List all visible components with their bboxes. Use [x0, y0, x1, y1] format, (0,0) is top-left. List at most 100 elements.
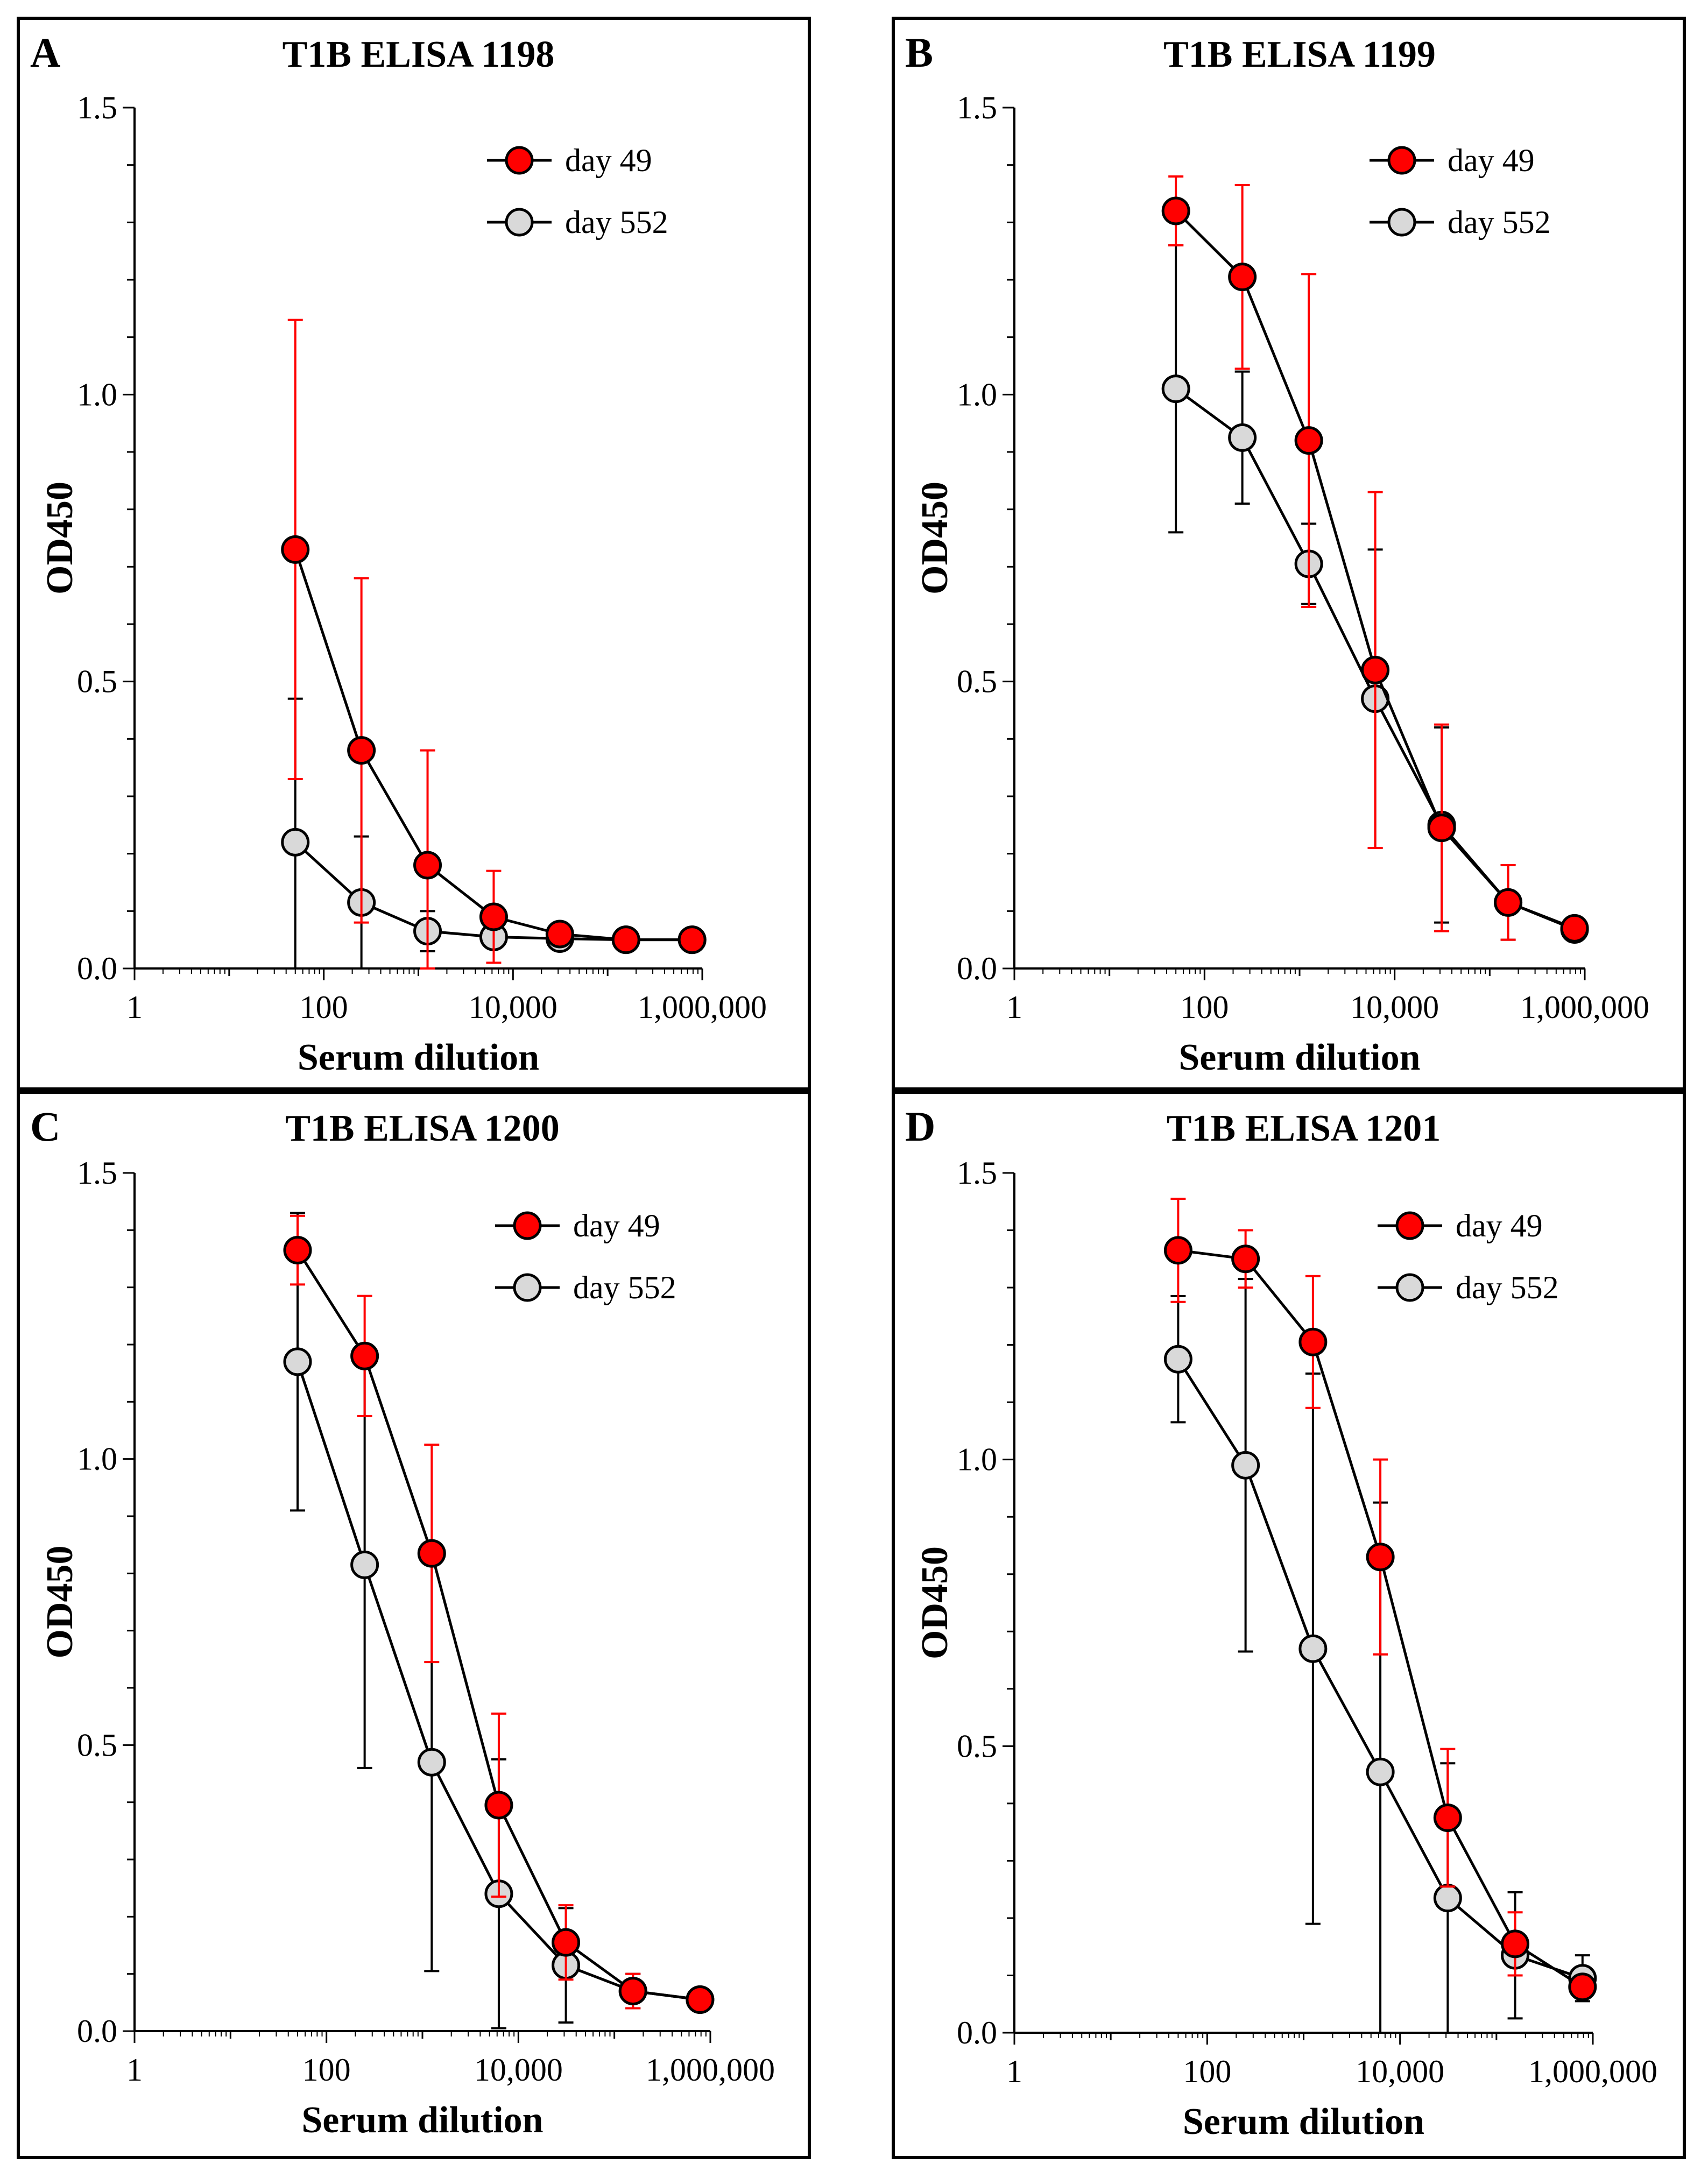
chart-panel-c: C T1B ELISA 1200 0.0 0.5 1.0 1.5 1 100 10,000 1,0… — [17, 1091, 811, 2159]
legend-marker — [505, 208, 534, 237]
legend-marker — [1395, 1273, 1424, 1302]
x-tick-label: 100 — [300, 989, 348, 1025]
y-tick-label: 1.5 — [957, 90, 997, 125]
x-tick-label: 10,000 — [1356, 2054, 1444, 2089]
data-point — [1298, 1634, 1328, 1663]
y-tick-label: 1.0 — [957, 377, 997, 412]
data-point — [417, 1748, 446, 1777]
data-point — [281, 828, 310, 857]
legend-label: day 552 — [565, 204, 668, 240]
legend-label: day 49 — [573, 1208, 660, 1243]
series-day-49 — [281, 319, 707, 970]
data-point — [1161, 374, 1190, 404]
data-point — [1231, 1244, 1260, 1274]
y-axis-title: OD450 — [39, 482, 81, 595]
series-day-552 — [1163, 1278, 1597, 2034]
data-point — [484, 1791, 513, 1820]
y-tick-label: 1.5 — [957, 1155, 997, 1191]
y-axis-title: OD450 — [914, 1546, 956, 1659]
y-tick-label: 0.0 — [957, 2015, 997, 2050]
data-point — [552, 1928, 581, 1957]
chart-title: T1B ELISA 1201 — [1167, 1108, 1441, 1149]
data-point — [1228, 423, 1257, 452]
legend-marker — [1395, 1211, 1424, 1240]
chart-panel-a: A T1B ELISA 1198 0.0 0.5 1.0 1.5 1 100 10,000 1,0… — [17, 17, 811, 1091]
x-tick-label: 100 — [1183, 2054, 1231, 2089]
x-tick-label: 10,000 — [1350, 989, 1439, 1025]
x-tick-label: 1 — [126, 989, 143, 1025]
x-axis-title: Serum dilution — [298, 1037, 539, 1078]
y-tick-label: 0.0 — [77, 951, 117, 986]
data-point — [1433, 1804, 1462, 1832]
data-point — [1427, 814, 1456, 843]
series-day-552 — [283, 1212, 715, 2029]
data-point — [1163, 1236, 1192, 1265]
legend-marker — [513, 1211, 542, 1240]
chart-title: T1B ELISA 1199 — [1163, 34, 1436, 75]
data-point — [611, 925, 640, 954]
legend-label: day 49 — [1456, 1208, 1543, 1243]
series-day-49 — [283, 1214, 715, 2014]
data-point — [1494, 888, 1523, 917]
legend-marker — [505, 146, 534, 175]
data-point — [1231, 1451, 1260, 1480]
data-point — [1501, 1929, 1530, 1958]
data-point — [1163, 1345, 1192, 1374]
y-axis-title: OD450 — [39, 1546, 81, 1659]
data-point — [1294, 426, 1323, 455]
legend-marker — [1387, 208, 1416, 237]
data-point — [281, 535, 310, 564]
data-point — [1228, 263, 1257, 292]
series-day-49 — [1161, 175, 1589, 943]
legend-label: day 49 — [565, 143, 652, 178]
x-tick-label: 1,000,000 — [638, 989, 767, 1025]
panel-frame — [892, 17, 1686, 1091]
data-point — [350, 1550, 379, 1579]
y-tick-label: 1.0 — [77, 1441, 117, 1477]
y-axis-title: OD450 — [914, 482, 956, 595]
y-tick-label: 0.0 — [77, 2013, 117, 2049]
panel-frame — [17, 1091, 811, 2159]
data-point — [350, 1341, 379, 1370]
y-tick-label: 0.5 — [77, 664, 117, 699]
chart-title: T1B ELISA 1198 — [283, 34, 555, 75]
chart-panel-b: B T1B ELISA 1199 0.0 0.5 1.0 1.5 1 100 10,000 1,0… — [892, 17, 1686, 1091]
data-point — [1560, 914, 1589, 943]
panel-frame — [17, 17, 811, 1091]
data-point — [413, 851, 442, 880]
y-tick-label: 1.0 — [77, 377, 117, 412]
x-tick-label: 10,000 — [474, 2052, 563, 2088]
data-point — [479, 902, 508, 931]
legend-label: day 552 — [1456, 1270, 1559, 1305]
legend-marker — [513, 1273, 542, 1302]
data-point — [618, 1977, 647, 2006]
chart-panel-d: D T1B ELISA 1201 0.0 0.5 1.0 1.5 1 100 10,000 1,0… — [892, 1091, 1686, 2159]
x-axis-title: Serum dilution — [301, 2099, 543, 2141]
data-point — [283, 1236, 312, 1265]
data-point — [417, 1539, 446, 1568]
x-axis-title: Serum dilution — [1178, 1037, 1420, 1078]
data-point — [1361, 655, 1390, 684]
data-point — [1366, 1757, 1395, 1786]
x-tick-label: 1,000,000 — [1528, 2054, 1657, 2089]
data-point — [1161, 196, 1190, 225]
data-point — [545, 920, 574, 949]
x-tick-label: 10,000 — [469, 989, 557, 1025]
data-point — [1433, 1884, 1462, 1913]
y-tick-label: 0.5 — [77, 1727, 117, 1763]
x-tick-label: 100 — [302, 2052, 351, 2088]
y-tick-label: 0.5 — [957, 1728, 997, 1764]
panel-label: D — [905, 1103, 935, 1150]
y-tick-label: 0.0 — [957, 951, 997, 986]
legend-label: day 552 — [1448, 204, 1551, 240]
x-tick-label: 100 — [1180, 989, 1229, 1025]
x-tick-label: 1,000,000 — [1520, 989, 1649, 1025]
legend-label: day 49 — [1448, 143, 1535, 178]
data-point — [283, 1347, 312, 1376]
data-point — [677, 925, 707, 954]
panel-label: A — [30, 29, 60, 76]
legend-label: day 552 — [573, 1270, 676, 1305]
data-point — [347, 736, 376, 765]
